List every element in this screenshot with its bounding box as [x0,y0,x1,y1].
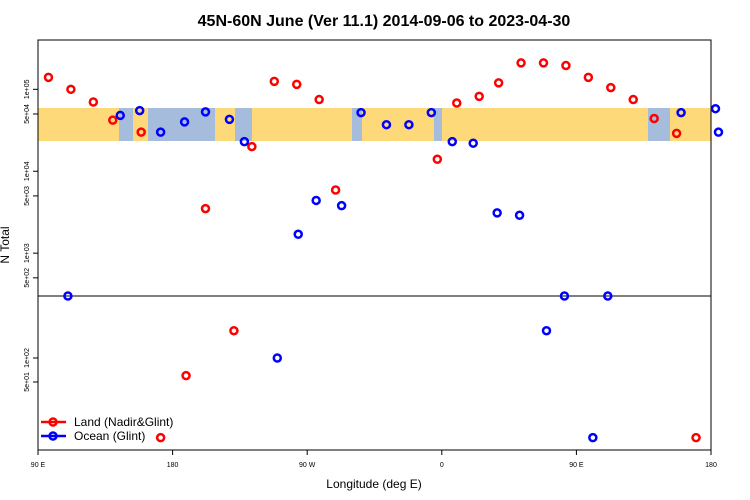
land-point [561,60,571,71]
ocean-point [134,105,145,116]
land-point [432,154,443,165]
ocean-point [381,119,392,130]
ocean-point [200,107,211,117]
y-tick-label: 1e+04 [24,161,31,181]
land-point [247,141,257,152]
legend: Land (Nadir&Glint) Ocean (Glint) [41,415,173,443]
map-land [38,108,711,141]
ocean-point [336,200,347,211]
y-tick-label: 5e+04 [24,104,31,124]
land-point [493,78,504,88]
ocean-point [426,107,437,118]
chart-title: 45N-60N June (Ver 11.1) 2014-09-06 to 20… [198,13,571,30]
land-point [691,432,701,443]
land-point [43,72,54,83]
ocean-point [293,229,303,240]
land-point [269,76,280,87]
land-point [583,72,594,83]
land-point [155,432,166,443]
y-axis-upper: 5e+02 1e+03 5e+03 1e+04 5e+04 1e+05 [24,79,38,288]
y-tick-label: 1e+05 [24,79,31,99]
ocean-point [603,291,613,301]
y-tick-label: 5e+02 [24,268,31,288]
legend-label-land: Land (Nadir&Glint) [74,415,173,429]
data-points [43,58,724,443]
ocean-point [224,114,235,125]
ocean-point [356,107,366,118]
land-point [474,91,484,102]
land-point [671,128,682,139]
legend-label-ocean: Ocean (Glint) [74,429,145,443]
x-tick-label: 180 [167,462,179,469]
land-point [108,115,118,125]
ocean-point [713,127,724,137]
ocean-point [179,117,190,127]
ocean-point [676,107,686,118]
ocean-point [404,119,414,130]
ocean-point [272,353,283,363]
series-land [43,58,701,443]
x-tick-label: 180 [705,462,717,469]
ocean-point [559,291,570,301]
y-axis-label: N Total [0,226,12,263]
plot-frame [37,39,712,451]
ocean-point [588,432,598,443]
land-point [229,325,239,336]
x-axis-label: Longitude (deg E) [326,477,421,491]
land-point [452,98,462,108]
land-point [200,203,211,214]
x-axis: 90 E 180 90 W 0 90 E 180 [31,450,717,469]
x-tick-label: 90 E [569,462,584,469]
land-point [314,94,324,105]
land-point [628,94,638,105]
ocean-point [447,136,458,147]
x-tick-label: 90 W [299,462,316,469]
land-point [606,82,616,93]
x-tick-label: 90 E [31,462,46,469]
land-point [291,79,302,90]
y-tick-label: 5e+01 [24,372,31,392]
land-point [66,84,76,95]
land-point [136,127,146,137]
ocean-point [541,325,552,336]
ocean-point [155,127,166,137]
land-point [649,113,659,124]
land-point [181,370,191,381]
y-tick-label: 1e+02 [24,348,31,368]
ocean-point [311,195,321,206]
y-tick-label: 5e+03 [24,186,31,206]
land-point [330,185,341,195]
ocean-point [468,138,478,148]
land-point [538,58,549,68]
ocean-point [115,110,126,121]
legend-item-ocean: Ocean (Glint) [41,429,145,443]
land-point [516,58,526,68]
y-axis-lower: 5e+01 1e+02 [24,348,38,392]
ocean-point [492,208,502,218]
series-ocean [63,103,724,443]
legend-item-land: Land (Nadir&Glint) [41,415,173,429]
ocean-point [239,136,250,147]
map-strip [38,108,711,141]
ocean-point [63,291,73,301]
y-tick-label: 1e+03 [24,243,31,263]
x-tick-label: 0 [440,462,444,469]
ocean-point [710,103,721,114]
ocean-point [514,210,525,221]
land-point [88,97,99,107]
